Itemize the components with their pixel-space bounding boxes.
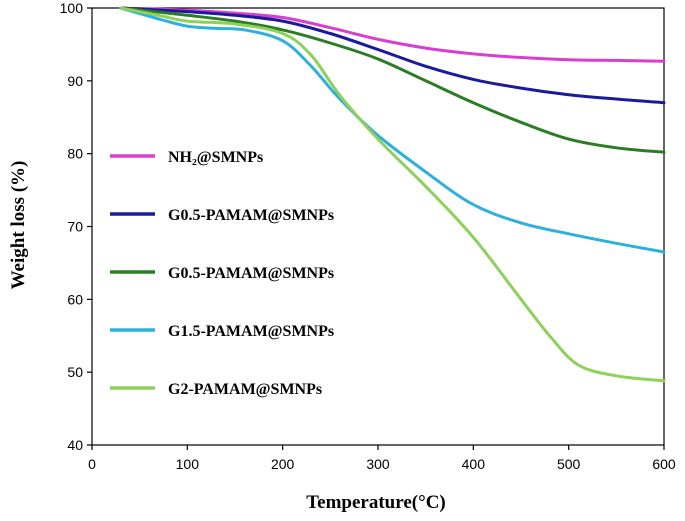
x-axis-title: Temperature(°C) — [306, 492, 446, 513]
y-axis: 40 50 60 70 80 90 100 — [60, 0, 92, 453]
y-tick-label: 90 — [67, 73, 83, 89]
y-tick-label: 50 — [67, 364, 83, 380]
x-tick-label: 100 — [176, 456, 200, 472]
series-lines — [119, 6, 666, 383]
y-tick-label: 100 — [60, 0, 84, 16]
x-tick-label: 300 — [366, 456, 390, 472]
legend-label-1: NH₂@SMNPs — [168, 149, 263, 166]
y-tick-label: 70 — [67, 219, 83, 235]
x-tick-label: 0 — [88, 456, 96, 472]
series-line-1 — [119, 6, 666, 63]
series-line-2 — [119, 6, 666, 105]
x-tick-label: 200 — [271, 456, 295, 472]
series-line-3 — [119, 6, 666, 154]
x-tick-label: 400 — [462, 456, 486, 472]
series-line-5 — [119, 6, 666, 383]
legend-label-5: G2-PAMAM@SMNPs — [168, 381, 322, 398]
y-tick-label: 40 — [67, 437, 83, 453]
plot-frame — [91, 7, 665, 446]
legend: NH₂@SMNPs G0.5-PAMAM@SMNPs G0.5-PAMAM@SMNP… — [110, 149, 334, 398]
series-line-4 — [119, 6, 666, 254]
y-axis-title: Weight loss (%) — [8, 161, 29, 290]
x-tick-label: 600 — [652, 456, 676, 472]
legend-label-3: G0.5-PAMAM@SMNPs — [168, 265, 334, 282]
y-tick-label: 60 — [67, 291, 83, 307]
plot-area: 40 50 60 70 80 90 100 0 100 200 300 400 500 600 — [60, 0, 676, 472]
x-tick-label: 500 — [557, 456, 581, 472]
y-tick-label: 80 — [67, 146, 83, 162]
legend-label-2: G0.5-PAMAM@SMNPs — [168, 207, 334, 224]
legend-label-4: G1.5-PAMAM@SMNPs — [168, 323, 334, 340]
x-axis: 0 100 200 300 400 500 600 — [88, 445, 676, 472]
